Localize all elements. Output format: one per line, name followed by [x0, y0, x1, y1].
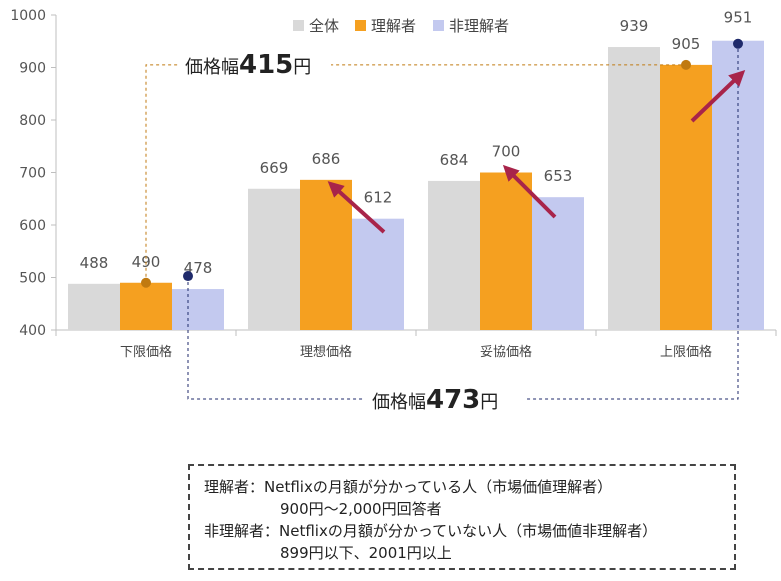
x-tick-label: 理想価格 [300, 344, 352, 360]
x-tick-label: 妥協価格 [480, 344, 532, 360]
bar-理解者-1 [300, 179, 352, 330]
data-label: 686 [312, 150, 341, 168]
range-label-understanders: 価格幅415円 [185, 50, 311, 80]
bars [68, 40, 764, 331]
marker-non-understanders-upper [733, 38, 743, 49]
bar-理解者-0 [120, 282, 172, 330]
bar-非理解者-0 [172, 289, 224, 330]
note-line-2: 900円～2,000円回答者 [280, 500, 442, 518]
data-label: 905 [672, 35, 701, 53]
bar-非理解者-1 [352, 218, 404, 330]
trend-arrow [502, 164, 557, 219]
y-tick-label: 800 [19, 113, 46, 129]
data-label: 951 [724, 9, 753, 27]
range-label-bg [364, 382, 526, 416]
note-line-4: 899円以下、2001円以上 [280, 544, 452, 562]
x-tick-label: 上限価格 [660, 344, 712, 360]
data-label: 612 [364, 189, 393, 207]
data-label: 488 [80, 254, 109, 272]
legend-swatch-理解者 [355, 20, 366, 31]
y-tick-label: 900 [19, 61, 46, 77]
marker-non-understanders-lower [183, 271, 193, 282]
data-label: 700 [492, 143, 521, 161]
legend-label-非理解者: 非理解者 [449, 17, 509, 35]
bar-理解者-3 [660, 64, 712, 330]
note-box: 理解者：Netflixの月額が分かっている人（市場価値理解者） 900円～2,0… [188, 464, 736, 570]
bar-理解者-2 [480, 172, 532, 330]
range-bracket-understanders [145, 64, 686, 283]
data-label: 939 [620, 17, 649, 35]
bar-非理解者-3 [712, 40, 764, 330]
marker-understanders-lower [141, 277, 151, 288]
legend-label-全体: 全体 [309, 17, 339, 35]
trend-arrow [690, 70, 746, 123]
range-label-bg [179, 48, 331, 81]
note-line-1: 理解者：Netflixの月額が分かっている人（市場価値理解者） [204, 478, 613, 496]
y-tick-label: 700 [19, 166, 46, 182]
bar-非理解者-2 [532, 197, 584, 330]
bar-全体-2 [428, 180, 480, 330]
x-tick-label: 下限価格 [120, 344, 172, 360]
y-tick-label: 600 [19, 218, 46, 234]
data-label: 684 [440, 151, 469, 169]
legend-label-理解者: 理解者 [371, 17, 416, 35]
data-label: 669 [260, 159, 289, 177]
y-tick-label: 1000 [10, 8, 46, 24]
trend-arrow [327, 181, 386, 234]
legend: 全体 理解者 非理解者 [293, 17, 509, 35]
marker-understanders-upper [681, 59, 691, 70]
axes: 400 500 600 700 800 900 1000 下限価格 理想価格 妥協価格 上限価格 [10, 8, 777, 360]
bar-chart: 400 500 600 700 800 900 1000 下限価格 理想価格 妥協価格 上限価格 4… [10, 8, 777, 416]
legend-swatch-非理解者 [433, 20, 444, 31]
data-label: 653 [544, 167, 573, 185]
y-tick-label: 500 [19, 271, 46, 287]
note-line-3: 非理解者：Netflixの月額が分かっていない人（市場価値非理解者） [204, 522, 658, 540]
range-label-non-understanders: 価格幅473円 [372, 385, 498, 415]
bar-全体-1 [248, 188, 300, 330]
bar-全体-3 [608, 47, 660, 331]
bar-全体-0 [68, 283, 120, 330]
legend-swatch-全体 [293, 20, 304, 31]
y-tick-label: 400 [19, 323, 46, 339]
